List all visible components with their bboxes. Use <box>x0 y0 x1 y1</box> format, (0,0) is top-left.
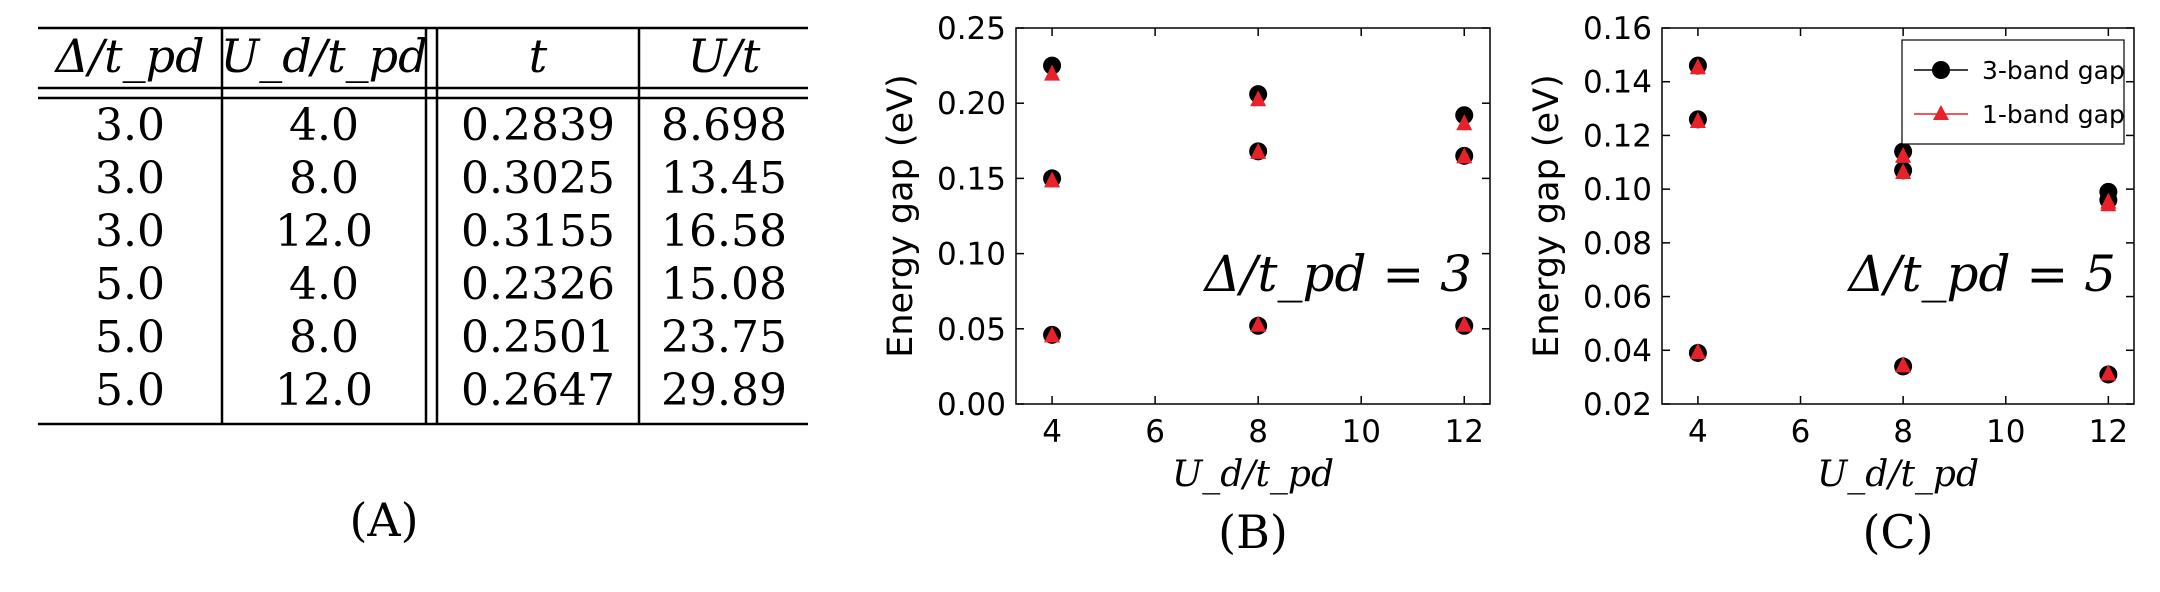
y-tick-label: 0.10 <box>1583 172 1652 208</box>
table-cell: 4.0 <box>289 100 359 151</box>
point-1-band-gap <box>1689 342 1706 359</box>
y-tick-label: 0.12 <box>1583 118 1652 154</box>
x-tick-label: 8 <box>1248 414 1268 450</box>
header-delta-tpd: Δ/t_pd <box>53 29 204 83</box>
panel-annotation: Δ/t_pd = 5 <box>1846 245 2116 303</box>
point-1-band-gap <box>2100 364 2117 381</box>
point-1-band-gap <box>1250 90 1267 107</box>
y-axis-label: Energy gap (eV) <box>881 74 921 357</box>
legend-label: 3-band gap <box>1982 56 2125 85</box>
panel-annotation: Δ/t_pd = 3 <box>1202 245 1472 303</box>
x-axis-label: U_d/t_pd <box>1172 454 1334 495</box>
table-cell: 0.2839 <box>461 100 615 151</box>
legend-marker-triangle <box>1933 105 1949 120</box>
x-tick-label: 12 <box>1445 414 1484 450</box>
y-tick-label: 0.06 <box>1583 280 1652 316</box>
y-tick-label: 0.05 <box>937 312 1006 348</box>
x-tick-label: 10 <box>1341 414 1380 450</box>
point-1-band-gap <box>1689 112 1706 128</box>
y-tick-label: 0.10 <box>937 237 1006 273</box>
y-tick-label: 0.00 <box>937 387 1006 423</box>
table-cell: 16.58 <box>661 206 787 257</box>
y-tick-label: 0.16 <box>1583 11 1652 47</box>
table-cell: 8.0 <box>289 153 359 204</box>
y-tick-label: 0.14 <box>1583 65 1652 101</box>
point-1-band-gap <box>2100 195 2117 212</box>
panel-a-table: Δ/t_pd U_d/t_pd t U/t 3.0 4.0 0.2839 8.6983… <box>38 26 808 547</box>
y-tick-label: 0.25 <box>937 11 1006 47</box>
y-tick-label: 0.08 <box>1583 226 1652 262</box>
plot-frame <box>1661 27 2135 405</box>
header-ud-tpd: U_d/t_pd <box>220 29 427 83</box>
x-tick-label: 4 <box>1042 414 1062 450</box>
header-t: t <box>529 29 548 83</box>
panel-c-chart: 4 6 8 10 12 0.02 0.04 0.06 0.08 0.10 0.12 0.14 0.16 E… <box>1527 11 2135 559</box>
panel-label: (B) <box>1218 505 1288 559</box>
x-tick-label: 8 <box>1893 414 1913 450</box>
x-tick-label: 12 <box>2089 414 2128 450</box>
point-1-band-gap <box>1895 356 1912 373</box>
table-cell: 12.0 <box>275 206 373 257</box>
table-cell: 3.0 <box>95 153 165 204</box>
table-cell: 13.45 <box>661 153 787 204</box>
point-1-band-gap <box>1456 114 1473 131</box>
y-tick-label: 0.02 <box>1583 387 1652 423</box>
point-1-band-gap <box>1044 171 1061 188</box>
legend-box <box>1901 39 2125 145</box>
table-cell: 8.698 <box>661 100 787 151</box>
point-1-band-gap <box>1895 146 1912 163</box>
point-1-band-gap <box>1689 58 1706 75</box>
x-axis-label: U_d/t_pd <box>1817 454 1979 495</box>
x-tick-label: 10 <box>1986 414 2025 450</box>
panel-a-label: (A) <box>349 493 418 547</box>
table-cell: 29.89 <box>661 365 787 416</box>
plot-frame <box>1015 27 1491 405</box>
table-cell: 8.0 <box>289 312 359 363</box>
table-cell: 5.0 <box>95 312 165 363</box>
point-1-band-gap <box>1250 315 1267 332</box>
point-1-band-gap <box>1456 147 1473 164</box>
legend-marker-circle <box>1932 61 1950 79</box>
point-1-band-gap <box>1456 315 1473 332</box>
table-cell: 0.2501 <box>461 312 615 363</box>
table-cell: 12.0 <box>275 365 373 416</box>
panel-label: (C) <box>1862 505 1933 559</box>
x-tick-label: 4 <box>1688 414 1708 450</box>
point-1-band-gap <box>1044 64 1061 81</box>
y-tick-label: 0.04 <box>1583 333 1652 369</box>
table-cell: 4.0 <box>289 259 359 310</box>
y-tick-label: 0.20 <box>937 86 1006 122</box>
table-cell: 23.75 <box>661 312 787 363</box>
x-tick-label: 6 <box>1791 414 1811 450</box>
point-1-band-gap <box>1044 326 1061 343</box>
table-cell: 3.0 <box>95 206 165 257</box>
point-1-band-gap <box>1895 163 1912 180</box>
x-tick-label: 6 <box>1145 414 1165 450</box>
legend-label: 1-band gap <box>1982 100 2125 129</box>
table-cell: 0.3155 <box>461 206 615 257</box>
table-cell: 5.0 <box>95 259 165 310</box>
panel-b-chart: 4 6 8 10 12 0.00 0.05 0.10 0.15 0.20 0.25 Energy ga… <box>881 11 1491 559</box>
table-cell: 0.2326 <box>461 259 615 310</box>
table-cell: 0.3025 <box>461 153 615 204</box>
table-cell: 0.2647 <box>461 365 615 416</box>
header-u-t: U/t <box>688 29 761 83</box>
point-1-band-gap <box>1250 142 1267 159</box>
y-tick-label: 0.15 <box>937 161 1006 197</box>
table-body: 3.0 4.0 0.2839 8.698 3.0 8.0 0.3025 13.45 3.0 12.… <box>95 100 787 416</box>
table-cell: 3.0 <box>95 100 165 151</box>
table-cell: 15.08 <box>661 259 787 310</box>
y-axis-label: Energy gap (eV) <box>1527 74 1567 357</box>
table-cell: 5.0 <box>95 365 165 416</box>
